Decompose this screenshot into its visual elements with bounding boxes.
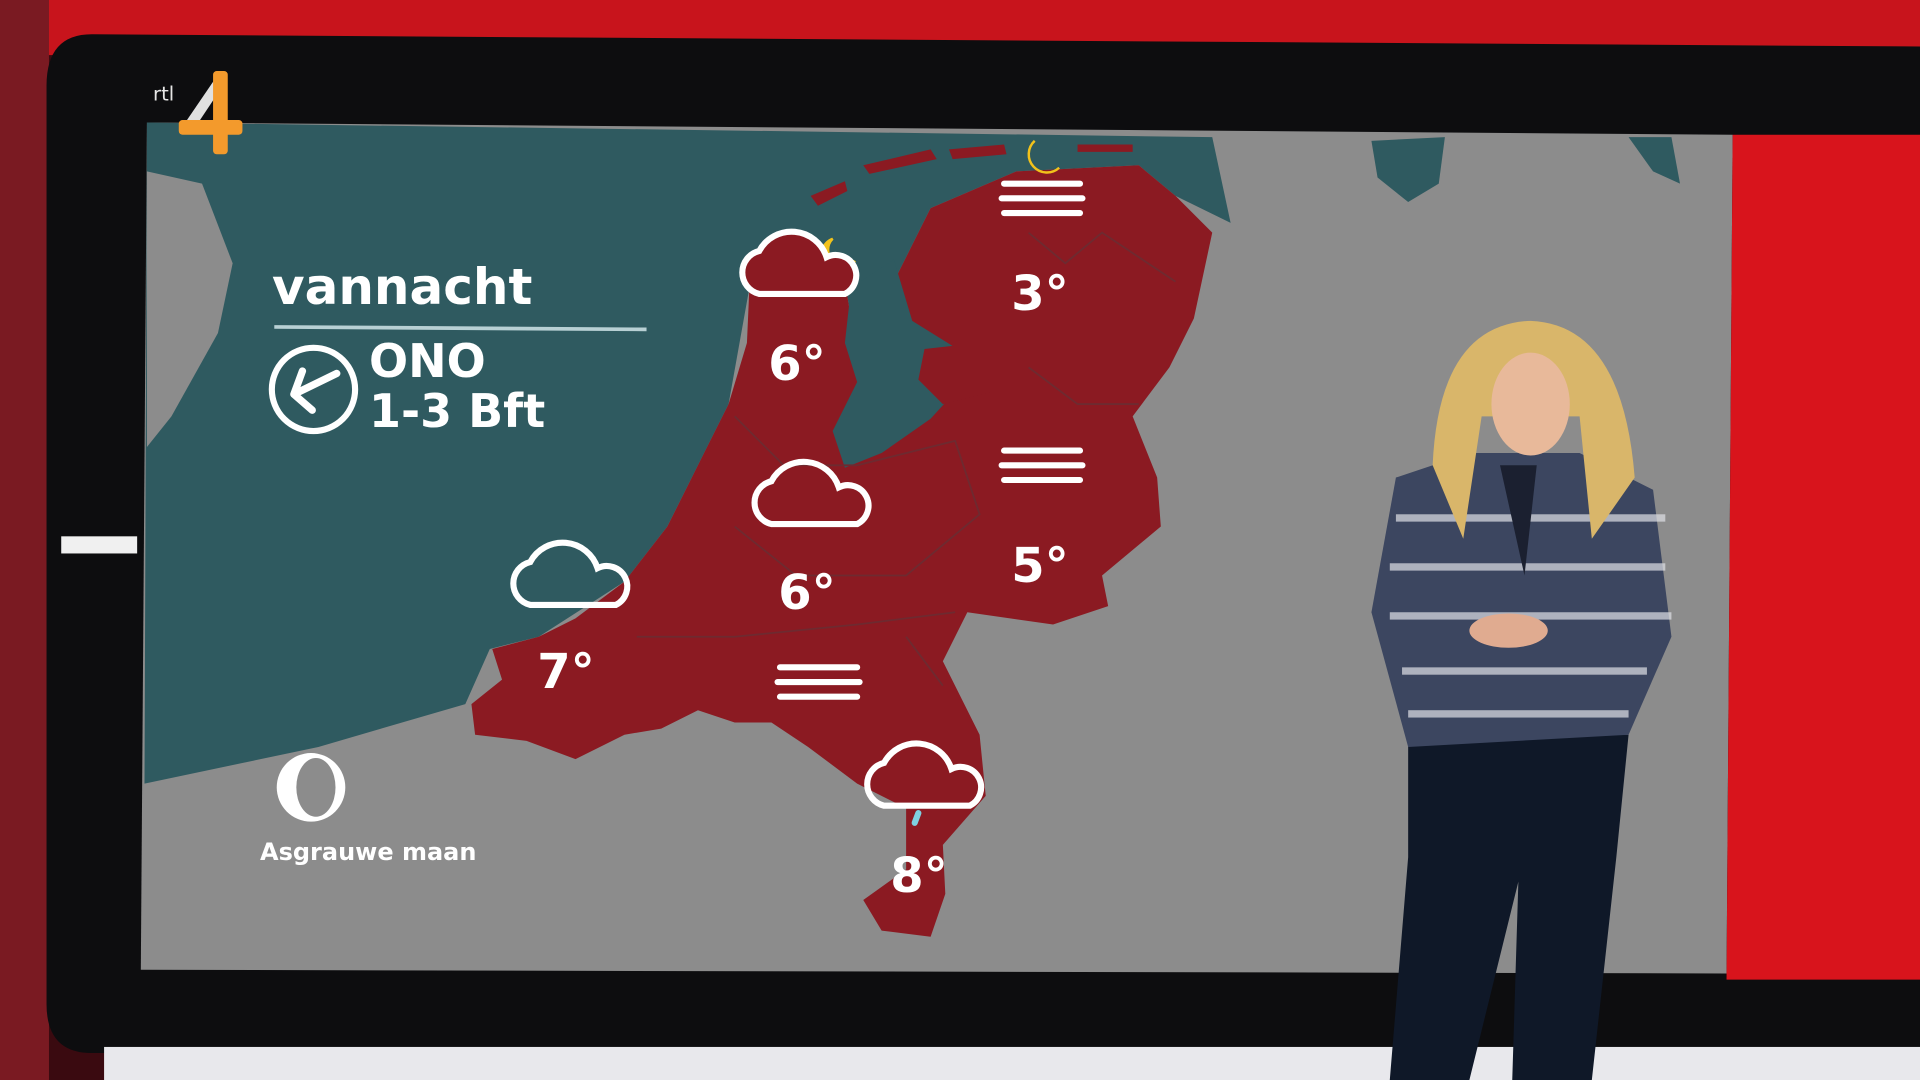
studio-red-left xyxy=(0,0,49,1080)
floor-light-strip xyxy=(104,1046,1920,1080)
rtl4-logo: rtl xyxy=(153,71,243,155)
temp-groningen: 3° xyxy=(1011,266,1069,322)
frame-light xyxy=(61,536,138,554)
cloud-moon-icon xyxy=(739,228,860,297)
england-coast xyxy=(146,171,233,447)
fog-icon xyxy=(774,664,863,700)
temp-zeeland: 7° xyxy=(537,644,595,700)
svg-text:rtl: rtl xyxy=(153,82,174,105)
wadden-islands xyxy=(810,144,1133,206)
north-sea xyxy=(144,122,1231,784)
temp-limburg: 8° xyxy=(890,848,948,904)
ijsselmeer xyxy=(832,259,968,468)
cloud-drizzle-icon xyxy=(864,740,985,826)
wind-speed: 1-3 Bft xyxy=(369,384,546,438)
studio-red-panel xyxy=(1726,134,1920,980)
netherlands xyxy=(471,165,1213,937)
temp-overijssel: 5° xyxy=(1011,538,1069,594)
fog-icon xyxy=(998,447,1086,484)
temp-noord-holland: 6° xyxy=(768,336,826,392)
cloud-icon xyxy=(510,539,631,608)
wind-direction: ONO xyxy=(369,334,486,388)
arrow-left-circle-icon xyxy=(268,344,359,435)
moon-phase-label: Asgrauwe maan xyxy=(260,838,477,866)
ems-estuary xyxy=(1371,137,1445,203)
weather-map xyxy=(140,122,1920,980)
jade-bay xyxy=(1628,137,1680,184)
forecast-period-title: vannacht xyxy=(272,258,533,316)
flevoland xyxy=(918,342,992,405)
title-divider xyxy=(274,325,647,332)
presenter xyxy=(1371,320,1672,1080)
temp-utrecht: 6° xyxy=(778,565,836,621)
cloud-icon xyxy=(751,458,872,528)
waning-crescent-moon-icon xyxy=(276,753,346,822)
